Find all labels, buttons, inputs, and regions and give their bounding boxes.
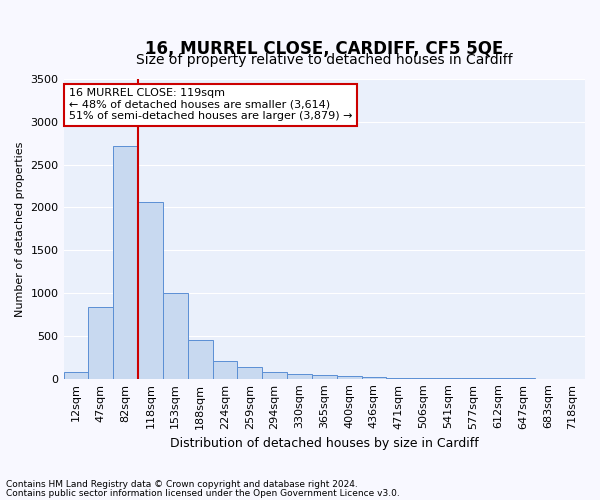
Bar xyxy=(88,307,113,378)
Bar xyxy=(287,374,312,378)
X-axis label: Distribution of detached houses by size in Cardiff: Distribution of detached houses by size … xyxy=(170,437,479,450)
Bar xyxy=(64,372,88,378)
Bar xyxy=(163,293,188,378)
Bar xyxy=(337,376,362,378)
Bar xyxy=(188,340,212,378)
Bar xyxy=(312,376,337,378)
Bar xyxy=(113,146,138,378)
Y-axis label: Number of detached properties: Number of detached properties xyxy=(15,141,25,316)
Title: 16, MURREL CLOSE, CARDIFF, CF5 5QE: 16, MURREL CLOSE, CARDIFF, CF5 5QE xyxy=(145,40,503,58)
Bar xyxy=(138,202,163,378)
Text: Size of property relative to detached houses in Cardiff: Size of property relative to detached ho… xyxy=(136,53,512,67)
Bar xyxy=(362,377,386,378)
Bar xyxy=(212,360,238,378)
Bar xyxy=(262,372,287,378)
Text: Contains public sector information licensed under the Open Government Licence v3: Contains public sector information licen… xyxy=(6,488,400,498)
Text: Contains HM Land Registry data © Crown copyright and database right 2024.: Contains HM Land Registry data © Crown c… xyxy=(6,480,358,489)
Bar xyxy=(238,367,262,378)
Text: 16 MURREL CLOSE: 119sqm
← 48% of detached houses are smaller (3,614)
51% of semi: 16 MURREL CLOSE: 119sqm ← 48% of detache… xyxy=(69,88,352,121)
